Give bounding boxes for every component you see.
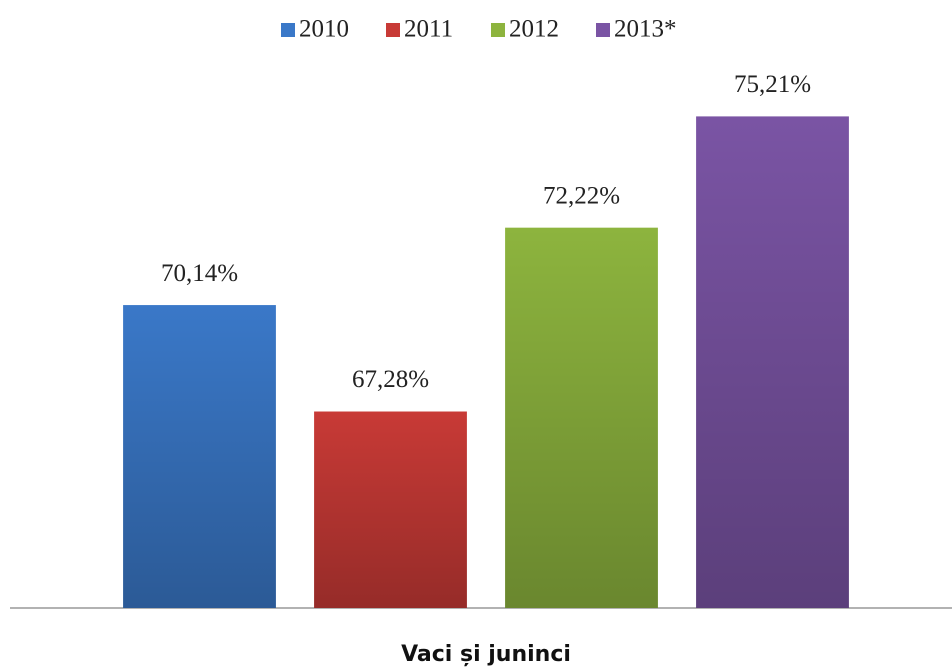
legend-swatch [491, 23, 505, 37]
legend-label: 2010 [299, 16, 349, 43]
bar-shade [123, 305, 276, 608]
bar-shade [314, 411, 467, 608]
legend-label: 2011 [404, 16, 453, 43]
data-label: 70,14% [161, 260, 238, 287]
data-label: 67,28% [352, 366, 429, 393]
legend-swatch [386, 23, 400, 37]
legend-label: 2012 [509, 16, 559, 43]
data-label: 75,21% [734, 71, 811, 98]
legend-swatch [281, 23, 295, 37]
legend-label: 2013* [614, 16, 677, 43]
bar-shade [696, 116, 849, 608]
bar-shade [505, 227, 658, 609]
legend-swatch [596, 23, 610, 37]
x-tick-label: Vaci și juninci [401, 642, 571, 667]
data-label: 72,22% [543, 182, 620, 209]
